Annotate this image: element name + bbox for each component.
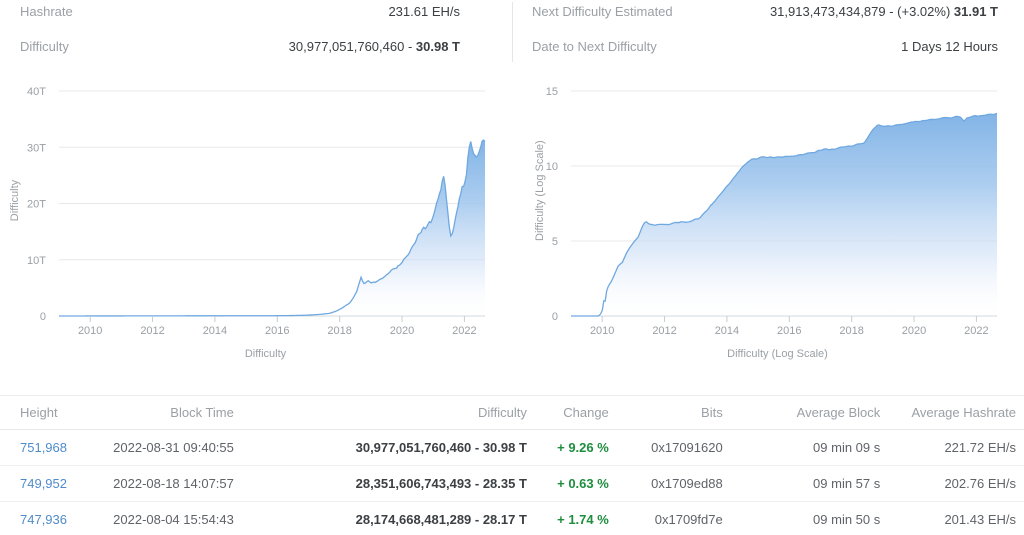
svg-text:5: 5 (552, 236, 558, 248)
svg-text:10T: 10T (27, 255, 46, 267)
svg-text:2014: 2014 (715, 325, 739, 337)
svg-text:2022: 2022 (964, 325, 988, 337)
svg-text:2014: 2014 (203, 325, 227, 337)
svg-text:30T: 30T (27, 142, 46, 154)
svg-text:2022: 2022 (452, 325, 476, 337)
svg-text:2016: 2016 (265, 325, 289, 337)
svg-text:20T: 20T (27, 199, 46, 211)
svg-text:0: 0 (552, 311, 558, 323)
svg-text:2018: 2018 (327, 325, 351, 337)
svg-text:15: 15 (546, 86, 558, 98)
svg-text:2016: 2016 (777, 325, 801, 337)
svg-text:10: 10 (546, 161, 558, 173)
svg-text:2010: 2010 (78, 325, 102, 337)
svg-text:0: 0 (40, 311, 46, 323)
svg-text:2010: 2010 (590, 325, 614, 337)
svg-text:2012: 2012 (140, 325, 164, 337)
svg-text:2012: 2012 (652, 325, 676, 337)
svg-text:40T: 40T (27, 86, 46, 98)
svg-text:2020: 2020 (390, 325, 414, 337)
svg-text:2020: 2020 (902, 325, 926, 337)
svg-text:2018: 2018 (839, 325, 863, 337)
